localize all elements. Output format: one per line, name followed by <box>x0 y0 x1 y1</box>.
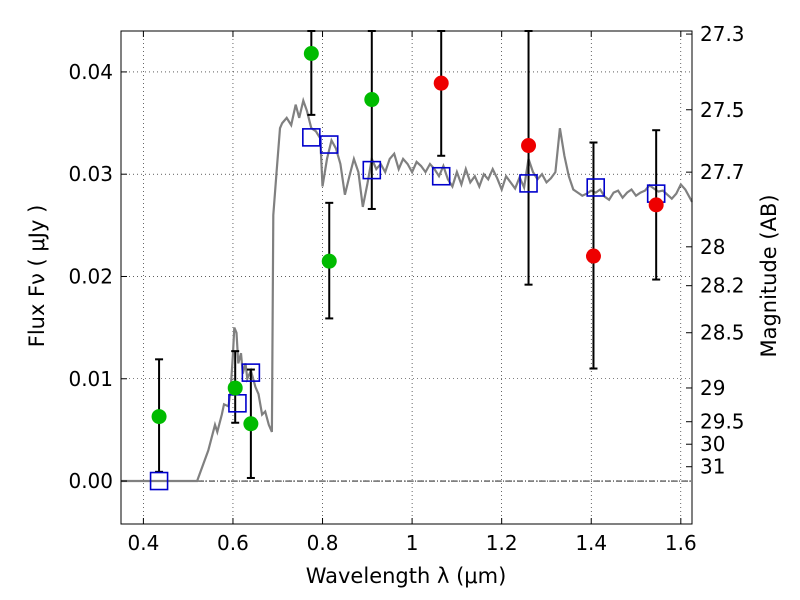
green-data-point <box>321 253 337 269</box>
green-data-point <box>364 92 380 108</box>
observed-photometry-points <box>151 46 664 432</box>
model-photometry-square <box>302 128 321 147</box>
magnitude-tick-label: 30 <box>700 432 725 456</box>
magnitude-tick-label: 28 <box>700 235 725 259</box>
grid <box>121 31 692 524</box>
x-axis-label: Wavelength λ (μm) <box>306 564 507 588</box>
red-data-point <box>521 138 537 154</box>
green-data-point <box>243 416 259 432</box>
y-tick-label: 0.01 <box>68 367 113 391</box>
magnitude-tick-label: 31 <box>700 455 725 479</box>
magnitude-tick-label: 29.5 <box>700 410 745 434</box>
x-axis-ticks: 0.4 0.6 0.8 1 1.2 1.4 1.6 <box>127 31 697 555</box>
model-photometry-square <box>431 166 451 186</box>
x-tick-label: 1.4 <box>575 531 607 555</box>
y-tick-label: 0.02 <box>68 264 113 288</box>
y-axis-label: Flux Fν ( μJy ) <box>25 205 49 348</box>
x-tick-label: 1 <box>406 531 419 555</box>
magnitude-tick-label: 28.5 <box>700 321 745 345</box>
magnitude-tick-label: 29 <box>700 376 725 400</box>
x-tick-label: 1.2 <box>486 531 518 555</box>
magnitude-tick-label: 27.3 <box>700 22 745 46</box>
y-tick-label: 0.03 <box>68 162 113 186</box>
y-tick-label: 0.00 <box>68 469 113 493</box>
model-photometry-square <box>319 135 339 154</box>
model-photometry-square <box>228 394 247 413</box>
error-bars <box>155 30 661 479</box>
model-photometry-squares <box>149 128 666 491</box>
magnitude-tick-label: 27.7 <box>700 160 745 184</box>
magnitude-tick-label: 28.2 <box>700 274 745 298</box>
model-spectrum-line <box>121 96 693 483</box>
x-tick-label: 1.6 <box>665 531 697 555</box>
plot-frame <box>120 30 693 525</box>
model-photometry-square <box>149 471 169 491</box>
model-photometry-square <box>586 178 606 197</box>
green-data-point <box>227 380 243 396</box>
x-tick-label: 0.8 <box>307 531 339 555</box>
green-data-point <box>303 46 319 62</box>
green-data-point <box>151 409 167 425</box>
x-tick-label: 0.6 <box>217 531 249 555</box>
red-data-point <box>648 197 664 213</box>
model-photometry-square <box>519 174 538 193</box>
magnitude-tick-label: 27.5 <box>700 98 745 122</box>
y-axis-ticks: 0.00 0.01 0.02 0.03 0.04 <box>68 60 127 493</box>
y-tick-label: 0.04 <box>68 60 113 84</box>
x-tick-label: 0.4 <box>127 531 159 555</box>
red-data-point <box>585 248 601 264</box>
red-data-point <box>433 75 449 91</box>
model-photometry-square <box>241 363 261 382</box>
magnitude-axis-label: Magnitude (AB) <box>757 194 781 357</box>
model-photometry-square <box>362 160 382 180</box>
